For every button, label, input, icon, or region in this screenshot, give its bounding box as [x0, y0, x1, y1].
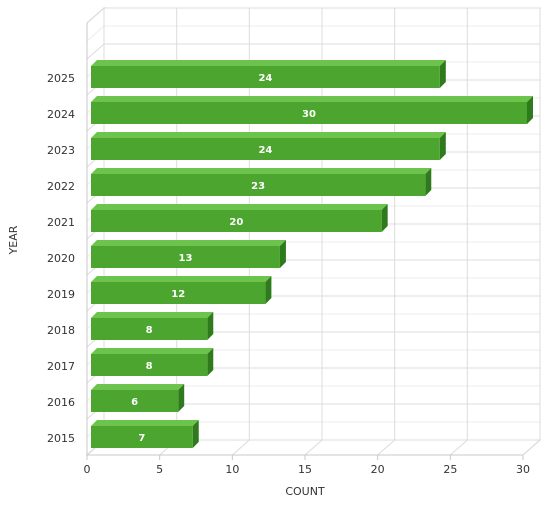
bar	[91, 246, 280, 268]
x-tick-label: 25	[443, 463, 457, 476]
bar-side	[207, 348, 214, 376]
x-tick-label: 10	[225, 463, 239, 476]
x-tick-label: 30	[516, 463, 530, 476]
y-tick-label: 2024	[47, 108, 75, 121]
bar	[91, 138, 440, 160]
bar-top	[91, 276, 272, 282]
bar-top	[91, 204, 388, 210]
wall-grid	[86, 7, 105, 24]
bar	[91, 102, 527, 124]
bar-side	[439, 60, 446, 88]
y-tick-label: 2025	[47, 72, 75, 85]
x-tick-label: 5	[156, 463, 163, 476]
bar-side	[425, 168, 432, 196]
bar-side	[207, 312, 214, 340]
y-tick-label: 2016	[47, 396, 75, 409]
bar-top	[91, 60, 446, 66]
bar-side	[439, 132, 446, 160]
value-label: 24	[258, 145, 272, 156]
bar-side	[381, 204, 388, 232]
bar	[91, 354, 208, 376]
value-label: 8	[146, 361, 153, 372]
bar-top	[91, 420, 199, 426]
y-tick-label: 2019	[47, 288, 75, 301]
bar-top	[91, 240, 286, 246]
y-tick-label: 2018	[47, 324, 75, 337]
value-label: 8	[146, 325, 153, 336]
value-label: 13	[179, 253, 193, 264]
bar-top	[91, 96, 533, 102]
bar-side	[265, 276, 272, 304]
value-label: 12	[171, 289, 185, 300]
y-tick-label: 2021	[47, 216, 75, 229]
bar-top	[91, 348, 214, 354]
y-tick-label: 2015	[47, 432, 75, 445]
value-label: 23	[251, 181, 265, 192]
bar	[91, 318, 208, 340]
bar	[91, 390, 179, 412]
bar	[91, 210, 382, 232]
bar-side	[192, 420, 199, 448]
value-label: 6	[131, 397, 138, 408]
bar	[91, 66, 440, 88]
y-tick-label: 2017	[47, 360, 75, 373]
grid-line	[304, 439, 323, 456]
value-label: 20	[229, 217, 243, 228]
y-axis-title: YEAR	[7, 225, 20, 255]
value-label: 24	[258, 73, 272, 84]
bar	[91, 282, 266, 304]
wall-grid	[86, 43, 105, 60]
x-axis-title: COUNT	[285, 485, 325, 498]
bar-top	[91, 132, 446, 138]
y-tick-label: 2023	[47, 144, 75, 157]
grid-line	[450, 439, 468, 456]
bar-side	[279, 240, 286, 268]
bar-side	[178, 384, 185, 412]
x-tick-label: 0	[84, 463, 91, 476]
value-label: 30	[302, 109, 316, 120]
y-tick-label: 2022	[47, 180, 75, 193]
grid-line	[522, 439, 541, 456]
x-tick-label: 20	[371, 463, 385, 476]
grid-line	[232, 439, 250, 456]
bar-top	[91, 168, 432, 174]
bar-top	[91, 312, 214, 318]
bar	[91, 426, 193, 448]
bar	[91, 174, 426, 196]
bar-side	[527, 96, 533, 124]
y-tick-label: 2020	[47, 252, 75, 265]
bar-top	[91, 384, 185, 390]
x-tick-label: 15	[298, 463, 312, 476]
grid-line	[377, 439, 395, 456]
wall-grid	[86, 25, 105, 42]
value-label: 7	[138, 433, 145, 444]
